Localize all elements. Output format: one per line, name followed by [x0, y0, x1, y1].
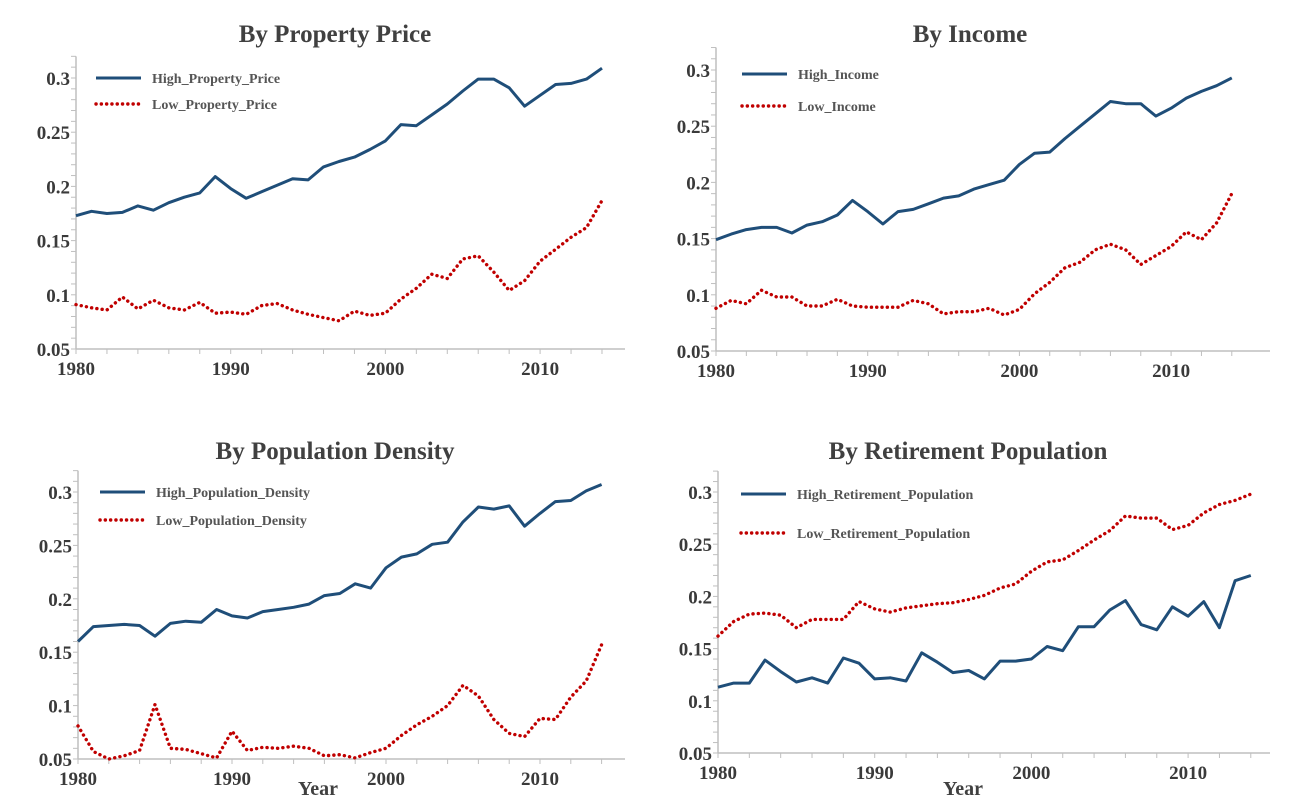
y-tick-label: 0.3 [686, 61, 710, 82]
y-tick-label: 0.1 [48, 697, 72, 718]
chart-panel-3: By Population Density 0.05 0.1 0.15 0.2 0.25 0… [39, 438, 625, 800]
legend-label: Low_Retirement_Population [797, 527, 970, 542]
x-tick-label: 2010 [1169, 763, 1207, 784]
series-line-low-income [714, 191, 1234, 317]
x-tick-label: 2000 [367, 769, 405, 790]
x-tick-label: 1990 [856, 763, 894, 784]
x-tick-label: 1980 [57, 359, 95, 380]
series-line-low-retirement-population [716, 492, 1253, 638]
x-tick-label: 1980 [699, 763, 737, 784]
y-tick-label: 0.2 [688, 587, 712, 608]
x-axis-label: Year [298, 778, 338, 800]
x-tick-label: 2000 [1012, 763, 1050, 784]
y-tick-label: 0.1 [46, 286, 70, 307]
series-line-high-property-price [75, 66, 603, 218]
y-tick-label: 0.2 [48, 590, 72, 611]
y-tick-label: 0.1 [686, 286, 710, 307]
x-axis-label: Year [943, 778, 983, 800]
y-tick-label: 0.05 [39, 750, 72, 771]
chart-panel-2: By Income 0.05 0.1 0.15 0.2 0.25 0.3 1980 1990 20… [677, 21, 1270, 382]
legend-label: High_Property_Price [152, 72, 280, 87]
x-tick-label: 1990 [212, 359, 250, 380]
legend-label: Low_Population_Density [156, 514, 307, 529]
x-tick-label: 1980 [697, 361, 735, 382]
series-line-low-property-price [74, 198, 604, 323]
x-tick-label: 2010 [1152, 361, 1190, 382]
y-tick-label: 0.3 [688, 483, 712, 504]
series-line-high-retirement-population [717, 574, 1252, 689]
series-line-high-population-density [76, 483, 603, 643]
y-tick-label: 0.05 [37, 340, 70, 361]
x-tick-label: 1990 [213, 769, 251, 790]
legend-label: High_Income [798, 68, 879, 83]
y-tick-label: 0.3 [46, 69, 70, 90]
x-tick-label: 1980 [59, 769, 97, 790]
y-tick-label: 0.15 [37, 232, 70, 253]
y-tick-label: 0.2 [46, 177, 70, 198]
x-tick-label: 2010 [521, 769, 559, 790]
y-tick-label: 0.15 [679, 640, 712, 661]
series-line-low-population-density [76, 643, 604, 761]
chart-title: By Population Density [216, 438, 455, 465]
y-tick-label: 0.1 [688, 692, 712, 713]
y-tick-label: 0.25 [677, 117, 710, 138]
y-tick-label: 0.2 [686, 173, 710, 194]
x-tick-label: 2000 [366, 359, 404, 380]
chart-title: By Income [913, 21, 1028, 48]
y-tick-label: 0.25 [37, 123, 70, 144]
chart-title: By Property Price [239, 21, 432, 48]
x-tick-label: 2010 [521, 359, 559, 380]
x-tick-label: 2000 [1000, 361, 1038, 382]
legend-label: Low_Property_Price [152, 98, 277, 113]
chart-title: By Retirement Population [829, 438, 1108, 465]
legend-label: Low_Income [798, 100, 876, 115]
x-tick-label: 1990 [849, 361, 887, 382]
chart-panel-4: By Retirement Population 0.05 0.1 0.15 0.2 0.… [679, 438, 1270, 800]
series-line-high-income [715, 76, 1233, 242]
y-tick-label: 0.05 [679, 744, 712, 765]
y-tick-label: 0.15 [677, 230, 710, 251]
y-tick-label: 0.3 [48, 483, 72, 504]
legend-label: High_Population_Density [156, 486, 310, 501]
y-tick-label: 0.25 [39, 536, 72, 557]
y-tick-label: 0.15 [39, 643, 72, 664]
legend-label: High_Retirement_Population [797, 488, 974, 503]
y-tick-label: 0.05 [677, 342, 710, 363]
chart-panel-1: By Property Price 0.05 0.1 0.15 0.2 0.25 0.3 19… [37, 21, 625, 380]
y-tick-label: 0.25 [679, 535, 712, 556]
